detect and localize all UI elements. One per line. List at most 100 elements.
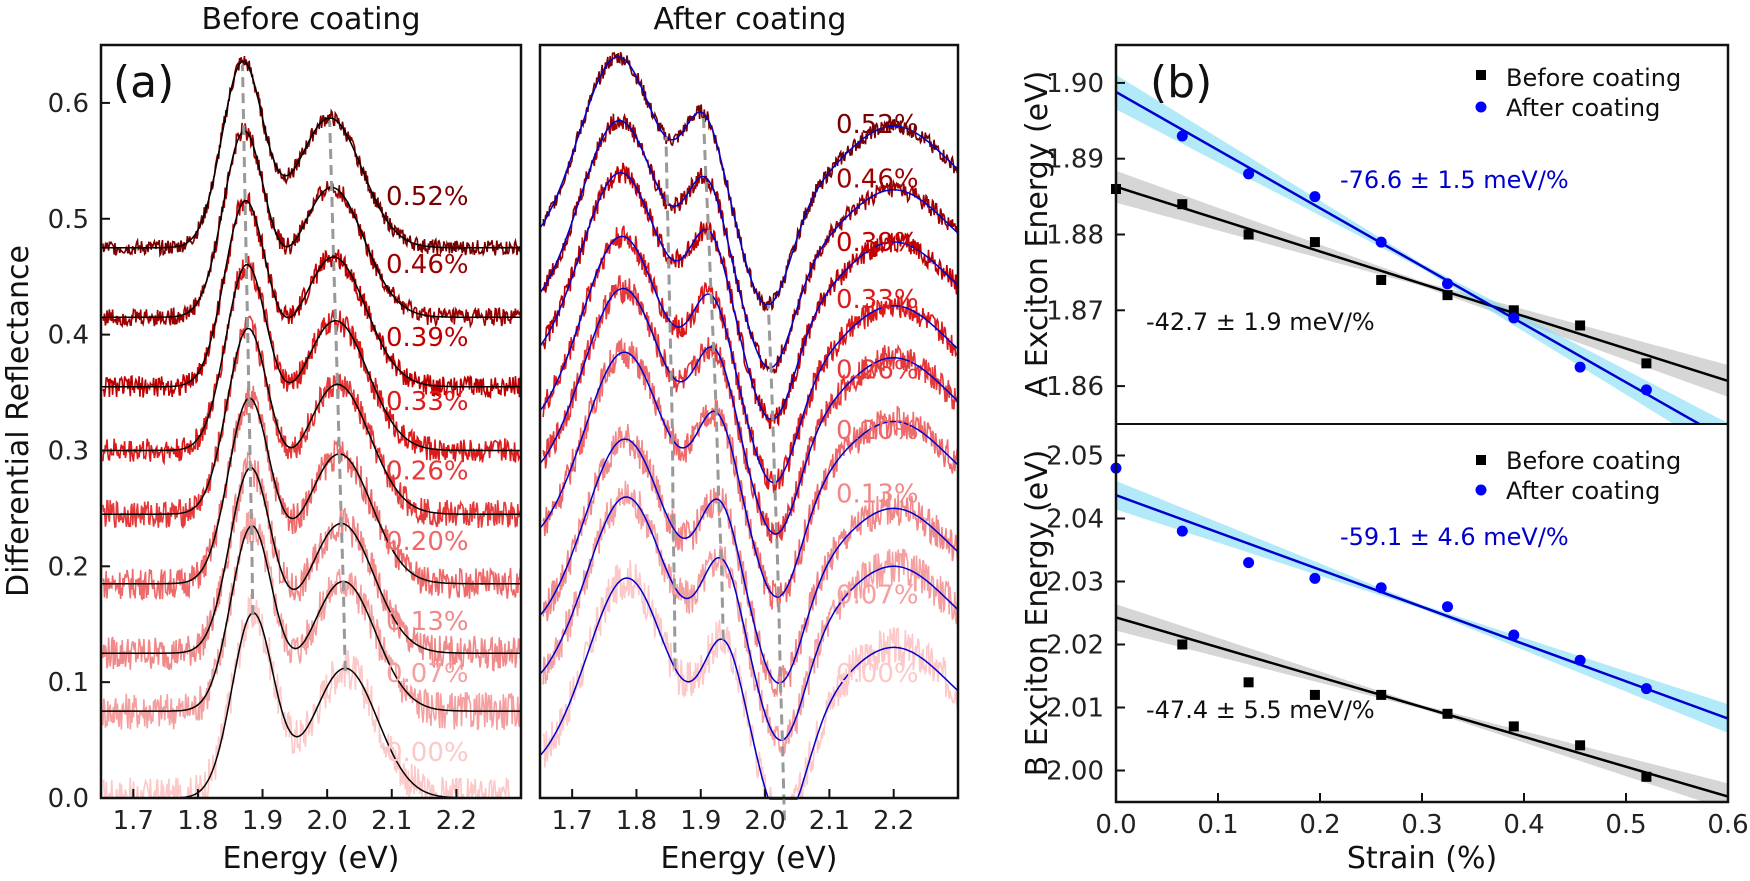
- y-tick-label: 0.5: [48, 205, 89, 235]
- data-point: [1176, 130, 1188, 142]
- spectrum-fit-2: [101, 467, 521, 654]
- legend-before-label: Before coating: [1506, 447, 1681, 475]
- x-tick-label: 0.4: [1503, 810, 1544, 840]
- x-tick-label: 0.1: [1197, 810, 1238, 840]
- a-exciton-after-slope-annotation: -76.6 ± 1.5 meV/%: [1340, 166, 1569, 194]
- strain-label-2: 0.13%: [386, 607, 469, 637]
- spectrum-trace-6: [542, 162, 958, 430]
- x-tick-label: 1.8: [177, 806, 218, 836]
- spectrum-trace-0: [542, 560, 959, 801]
- y-tick-label: 2.02: [1046, 631, 1104, 661]
- spectrum-trace-3: [542, 337, 959, 610]
- data-point: [1375, 236, 1387, 248]
- data-point: [1508, 312, 1520, 324]
- y-tick-label: 2.00: [1046, 757, 1104, 787]
- spectrum-fit-7: [101, 130, 521, 318]
- data-point: [1508, 721, 1519, 732]
- spectrum-trace-5: [102, 255, 522, 466]
- fit-line-1: [1116, 494, 1728, 720]
- data-point: [1243, 229, 1254, 240]
- strain-label-8: 0.52%: [836, 110, 919, 140]
- x-tick-label: 0.5: [1605, 810, 1646, 840]
- data-point: [1575, 320, 1586, 331]
- strain-label-3: 0.20%: [836, 416, 919, 446]
- a-exciton-before-slope-annotation: -42.7 ± 1.9 meV/%: [1146, 308, 1375, 336]
- panel-b-b-exciton: 2.00 2.01 2.02 2.03 2.04 2.05 0.0 0.1 0.2 0.3 0.4 0…: [1020, 442, 1749, 877]
- data-point: [1309, 572, 1321, 584]
- x-tick-label: 2.2: [436, 806, 477, 836]
- data-point: [1177, 639, 1188, 650]
- data-point: [1243, 677, 1254, 688]
- data-point: [1309, 237, 1320, 248]
- data-point: [1442, 601, 1453, 613]
- before-coating-ticks: 1.7 1.8 1.9 2.0 2.1 2.2 0.0 0.1 0.2 0.3 0.4 0.5 0.6: [48, 89, 477, 836]
- after-coating-ticks: 1.7 1.8 1.9 2.0 2.1 2.2: [551, 789, 914, 836]
- data-point: [1640, 384, 1652, 396]
- peak-guide-1: [328, 120, 347, 671]
- b-exciton-legend: Before coating After coating: [1475, 447, 1681, 505]
- before-coating-strain-labels: 0.00% 0.07% 0.13% 0.20% 0.26% 0.33% 0.39% 0.46%…: [386, 182, 469, 768]
- x-tick-label: 2.0: [744, 806, 785, 836]
- x-tick-label: 1.7: [113, 806, 154, 836]
- a-exciton-ticks: 1.86 1.87 1.88 1.89 1.90: [1046, 69, 1125, 402]
- strain-label-3: 0.20%: [386, 527, 469, 557]
- before-coating-x-axis-label: Energy (eV): [223, 841, 400, 876]
- spectrum-fit-2: [539, 438, 959, 684]
- data-point: [1641, 358, 1652, 369]
- spectrum-fit-6: [539, 172, 959, 421]
- y-tick-label: 0.2: [48, 552, 89, 582]
- spectrum-fit-3: [539, 351, 959, 598]
- panel-a-after-coating: After coating 0.00%0.07%0.13%0.20%0.26%0…: [538, 2, 960, 876]
- strain-label-4: 0.26%: [836, 356, 919, 386]
- fit-line-0: [1116, 185, 1728, 383]
- strain-label-5: 0.33%: [836, 285, 919, 315]
- data-point: [1508, 629, 1520, 641]
- spectrum-fit-7: [539, 119, 959, 369]
- strain-label-5: 0.33%: [386, 387, 469, 417]
- spectrum-trace-3: [102, 385, 522, 601]
- y-tick-label: 1.86: [1046, 372, 1104, 402]
- legend-before-label: Before coating: [1506, 64, 1681, 92]
- data-point: [1177, 199, 1188, 210]
- after-coating-peak-guides: [664, 113, 786, 821]
- data-point: [1574, 361, 1586, 373]
- strain-label-6: 0.39%: [836, 228, 919, 258]
- data-point: [1309, 191, 1321, 203]
- x-tick-label: 2.2: [873, 806, 914, 836]
- after-coating-title: After coating: [654, 2, 847, 37]
- y-tick-label: 0.3: [48, 436, 89, 466]
- spectrum-fit-5: [539, 235, 959, 484]
- peak-guide-0: [241, 64, 255, 616]
- panel-b-a-exciton: 1.86 1.87 1.88 1.89 1.90 (b) -76.6 ± 1.5 meV…: [1020, 57, 1728, 424]
- peak-guide-0: [664, 136, 677, 669]
- spectrum-trace-7: [102, 122, 522, 329]
- spectrum-fit-8: [539, 56, 959, 306]
- x-tick-label: 0.6: [1707, 810, 1748, 840]
- strain-label-1: 0.07%: [386, 659, 469, 689]
- data-point: [1574, 654, 1586, 666]
- strain-label-8: 0.52%: [386, 182, 469, 212]
- spectrum-fit-8: [101, 60, 521, 249]
- x-tick-label: 0.2: [1299, 810, 1340, 840]
- spectrum-trace-7: [542, 112, 959, 374]
- spectrum-fit-5: [101, 263, 521, 452]
- a-exciton-fit-lines: [1116, 90, 1728, 424]
- after-coating-frame: [538, 43, 960, 800]
- strain-x-axis-label: Strain (%): [1347, 841, 1497, 876]
- data-point: [1375, 582, 1387, 594]
- after-coating-x-axis-label: Energy (eV): [661, 841, 838, 876]
- b-exciton-after-slope-annotation: -59.1 ± 4.6 meV/%: [1340, 523, 1569, 551]
- spectrum-trace-2: [102, 451, 522, 672]
- data-point: [1442, 290, 1453, 301]
- data-point: [1243, 557, 1255, 569]
- panel-b-label: (b): [1150, 57, 1212, 108]
- x-tick-label: 2.0: [306, 806, 347, 836]
- y-tick-label: 0.6: [48, 89, 89, 119]
- b-exciton-data-points: [1110, 462, 1652, 782]
- spectrum-fit-4: [101, 327, 521, 515]
- y-tick-label: 1.87: [1046, 296, 1104, 326]
- a-exciton-y-axis-label: A Exciton Energy (eV): [1020, 71, 1055, 398]
- strain-label-0: 0.00%: [386, 738, 469, 768]
- strain-label-7: 0.46%: [386, 250, 469, 280]
